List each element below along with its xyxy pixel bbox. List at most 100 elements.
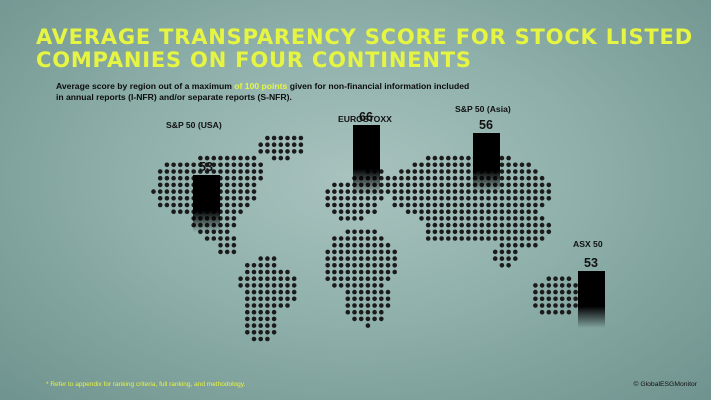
- region-label-usa: S&P 50 (USA): [166, 120, 222, 130]
- map-dot: [499, 236, 505, 241]
- map-dot: [385, 182, 391, 188]
- map-dot: [446, 202, 451, 208]
- map-dot: [439, 175, 444, 181]
- map-dot: [533, 283, 538, 288]
- map-dot: [184, 182, 190, 188]
- map-dot: [425, 162, 431, 168]
- map-dot: [338, 196, 344, 201]
- map-dot: [546, 303, 552, 308]
- map-dot: [164, 182, 170, 188]
- map-dot: [338, 182, 344, 188]
- map-dot: [245, 169, 250, 174]
- map-dot: [372, 249, 377, 255]
- map-dot: [492, 229, 498, 235]
- map-dot: [258, 263, 264, 268]
- map-dot: [553, 303, 558, 308]
- map-dot: [372, 283, 377, 288]
- map-dot: [245, 182, 250, 188]
- map-dot: [358, 303, 364, 308]
- map-dot: [506, 202, 511, 208]
- map-dot: [224, 182, 230, 188]
- map-dot: [178, 202, 183, 208]
- map-dot: [539, 283, 545, 288]
- map-dot: [446, 169, 451, 174]
- map-dot: [191, 169, 196, 174]
- map-dot: [278, 296, 284, 302]
- map-dot: [513, 189, 518, 194]
- map-dot: [372, 276, 377, 282]
- map-dot: [285, 269, 290, 275]
- map-dot: [231, 202, 237, 208]
- map-dot: [218, 155, 223, 161]
- map-dot: [251, 196, 257, 201]
- map-dot: [526, 175, 531, 181]
- map-dot: [492, 222, 498, 228]
- map-dot: [332, 242, 337, 248]
- map-dot: [385, 296, 391, 302]
- bar-australia: [578, 271, 605, 328]
- map-dot: [151, 189, 156, 194]
- map-dot: [278, 303, 284, 308]
- map-dot: [251, 309, 257, 315]
- map-dot: [499, 216, 505, 221]
- map-dot: [533, 189, 538, 194]
- map-dot: [513, 169, 518, 174]
- map-dot: [332, 202, 337, 208]
- map-dot: [419, 169, 424, 174]
- map-dot: [566, 309, 572, 315]
- map-dot: [224, 249, 230, 255]
- map-dot: [365, 209, 371, 214]
- map-dot: [358, 289, 364, 295]
- map-dot: [479, 209, 485, 214]
- map-dot: [231, 216, 237, 221]
- map-dot: [251, 189, 257, 194]
- map-dot: [492, 236, 498, 241]
- map-dot: [499, 169, 505, 174]
- map-dot: [345, 283, 351, 288]
- map-dot: [459, 169, 465, 174]
- map-dot: [258, 175, 264, 181]
- region-label-asia: S&P 50 (Asia): [455, 104, 511, 114]
- map-dot: [539, 303, 545, 308]
- map-dot: [432, 202, 438, 208]
- map-dot: [298, 149, 304, 154]
- map-dot: [385, 256, 391, 261]
- map-dot: [157, 169, 163, 174]
- map-dot: [446, 236, 451, 241]
- map-dot: [392, 256, 398, 261]
- map-dot: [513, 242, 518, 248]
- map-dot: [379, 169, 384, 174]
- map-dot: [425, 175, 431, 181]
- map-dot: [271, 263, 277, 268]
- map-dot: [466, 216, 471, 221]
- map-dot: [392, 196, 398, 201]
- map-dot: [345, 256, 351, 261]
- map-dot: [345, 249, 351, 255]
- map-dot: [258, 309, 264, 315]
- map-dot: [539, 182, 545, 188]
- map-dot: [419, 189, 424, 194]
- map-dot: [439, 236, 444, 241]
- map-dot: [439, 222, 444, 228]
- map-dot: [499, 229, 505, 235]
- value-label-europe: 66: [359, 110, 373, 124]
- map-dot: [258, 256, 264, 261]
- map-dot: [499, 209, 505, 214]
- map-dot: [251, 283, 257, 288]
- map-dot: [446, 222, 451, 228]
- map-dot: [251, 155, 257, 161]
- map-dot: [379, 269, 384, 275]
- map-dot: [224, 229, 230, 235]
- map-dot: [352, 242, 357, 248]
- map-dot: [546, 229, 552, 235]
- map-dot: [258, 330, 264, 335]
- map-dot: [526, 162, 531, 168]
- map-dot: [446, 196, 451, 201]
- map-dot: [379, 309, 384, 315]
- map-dot: [533, 242, 538, 248]
- map-dot: [546, 196, 552, 201]
- map-dot: [412, 202, 418, 208]
- map-dot: [385, 276, 391, 282]
- map-dot: [365, 269, 371, 275]
- map-dot: [506, 256, 511, 261]
